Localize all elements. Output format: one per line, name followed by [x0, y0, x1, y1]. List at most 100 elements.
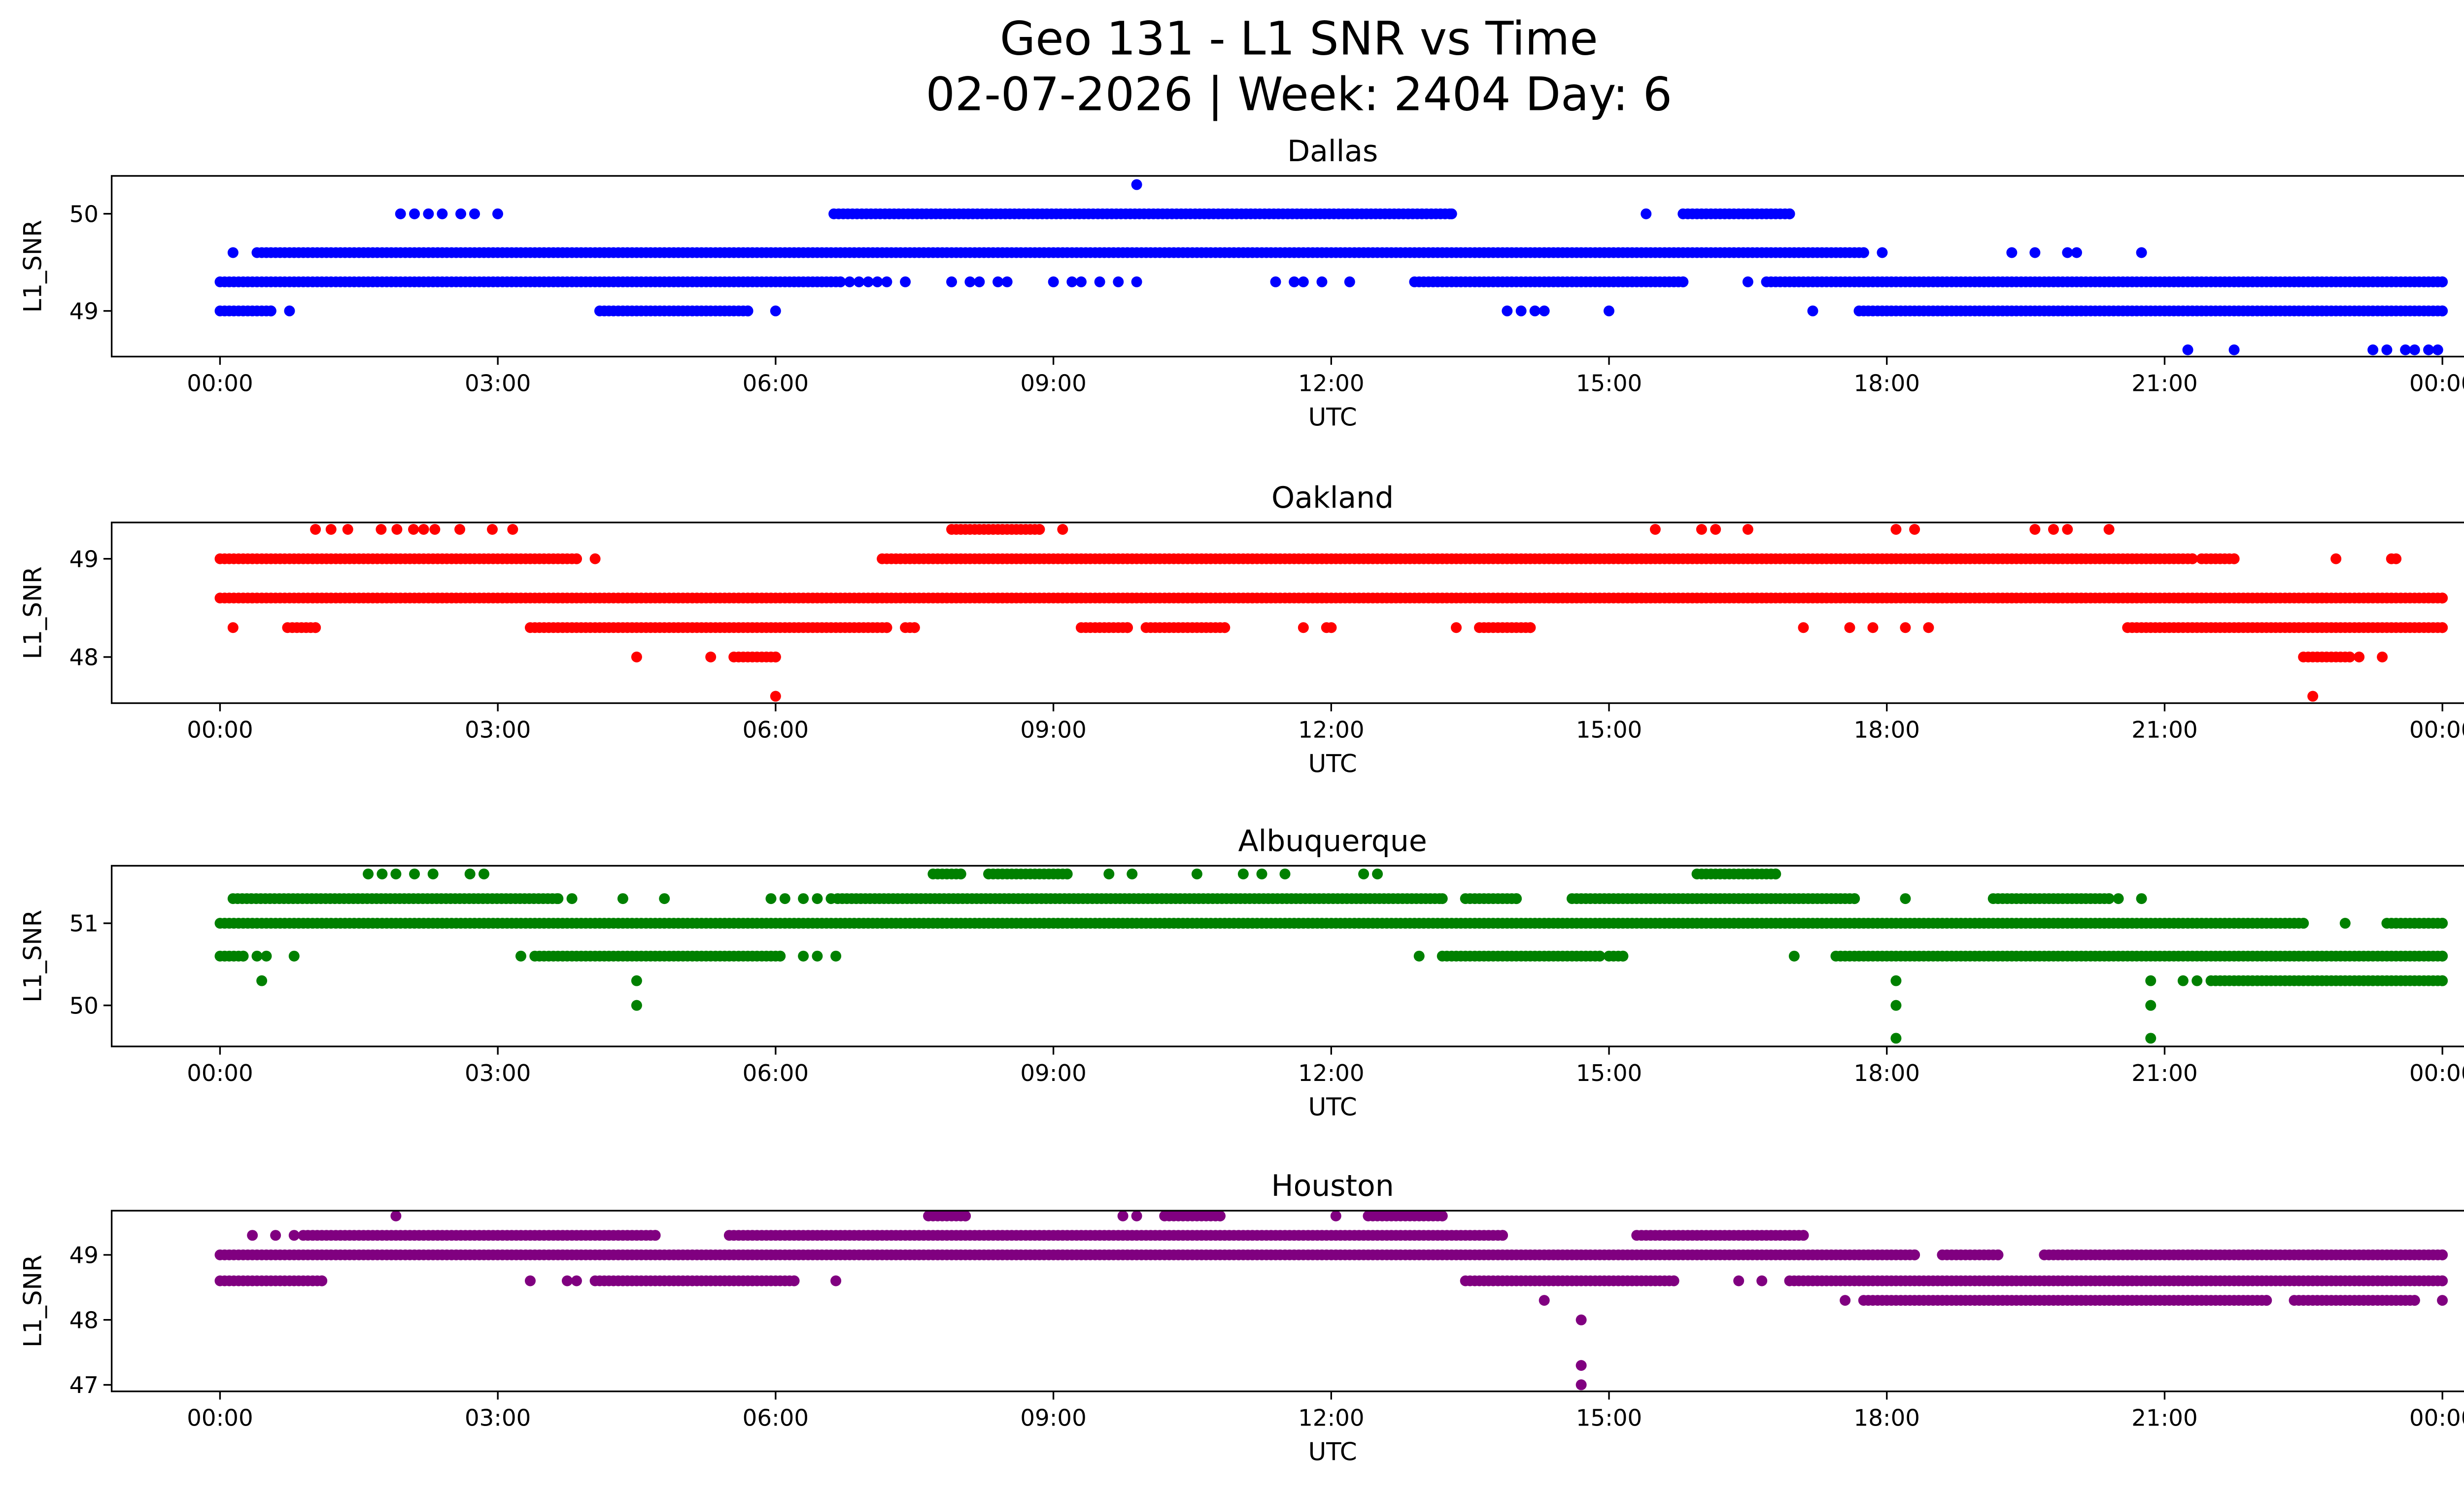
data-point	[650, 1230, 661, 1241]
data-point	[2228, 344, 2240, 355]
data-point	[960, 1210, 971, 1221]
data-point	[1742, 523, 1753, 535]
x-tick-label: 03:00	[465, 1405, 531, 1432]
data-point	[2437, 1275, 2448, 1286]
data-point	[1214, 1210, 1226, 1221]
data-point	[617, 893, 628, 904]
x-tick-label: 21:00	[2131, 1060, 2197, 1087]
data-point	[2191, 975, 2203, 986]
data-point	[1103, 869, 1115, 880]
data-point	[830, 950, 842, 962]
data-point	[881, 276, 892, 287]
data-points	[214, 1210, 2448, 1391]
data-point	[900, 276, 911, 287]
data-point	[2409, 1295, 2420, 1306]
data-point	[2437, 950, 2448, 962]
data-point	[1372, 869, 1383, 880]
data-point	[1113, 276, 1124, 287]
data-point	[765, 893, 777, 904]
x-tick-label: 15:00	[1576, 717, 1642, 744]
data-point	[1525, 622, 1536, 633]
data-point	[1909, 523, 1920, 535]
data-point	[1131, 1210, 1142, 1221]
data-point	[1034, 523, 1045, 535]
data-point	[310, 622, 321, 633]
data-point	[1649, 523, 1661, 535]
data-point	[788, 1275, 800, 1286]
data-point	[1117, 1210, 1129, 1221]
x-tick-label: 00:00	[187, 717, 253, 744]
x-tick-label: 00:00	[2409, 370, 2464, 397]
data-point	[363, 869, 374, 880]
data-point	[395, 208, 406, 219]
data-point	[227, 247, 239, 258]
data-point	[2136, 893, 2147, 904]
subplot-title: Albuquerque	[1238, 824, 1427, 858]
data-point	[487, 523, 498, 535]
data-point	[1742, 276, 1753, 287]
data-point	[812, 950, 823, 962]
x-tick-label: 15:00	[1576, 1405, 1642, 1432]
x-axis-label: UTC	[1308, 1093, 1357, 1121]
data-points	[214, 179, 2448, 355]
data-point	[507, 523, 518, 535]
data-point	[1298, 276, 1309, 287]
data-point	[571, 553, 582, 564]
data-point	[251, 950, 263, 962]
data-point	[1122, 622, 1133, 633]
data-point	[1844, 622, 1855, 633]
data-point	[247, 1230, 258, 1241]
data-point	[2381, 344, 2393, 355]
data-point	[2423, 344, 2434, 355]
x-tick-label: 00:00	[2409, 1405, 2464, 1432]
x-tick-label: 21:00	[2131, 1405, 2197, 1432]
data-point	[2113, 893, 2124, 904]
data-point	[1890, 1000, 1902, 1011]
data-point	[2103, 523, 2115, 535]
data-point	[2029, 523, 2041, 535]
data-point	[2437, 1249, 2448, 1260]
data-point	[1575, 1360, 1587, 1371]
x-tick-label: 12:00	[1298, 1060, 1364, 1087]
data-point	[1131, 276, 1142, 287]
data-point	[2029, 247, 2041, 258]
data-point	[2437, 305, 2448, 316]
data-point	[479, 869, 490, 880]
y-tick-label: 48	[69, 1307, 99, 1334]
data-point	[1668, 1275, 1679, 1286]
y-axis-label: L1_SNR	[18, 566, 47, 659]
data-point	[1298, 622, 1309, 633]
data-point	[2339, 918, 2351, 929]
data-point	[1900, 622, 1911, 633]
data-point	[2367, 344, 2379, 355]
data-point	[2177, 975, 2189, 986]
data-point	[1733, 1275, 1745, 1286]
data-point	[2228, 553, 2240, 564]
data-point	[909, 622, 920, 633]
y-tick-label: 49	[69, 546, 99, 573]
data-point	[469, 208, 480, 219]
data-point	[631, 651, 642, 662]
data-point	[2437, 918, 2448, 929]
data-point	[1840, 1295, 1851, 1306]
data-point	[862, 276, 874, 287]
data-point	[342, 523, 353, 535]
data-point	[631, 1000, 642, 1011]
data-point	[631, 975, 642, 986]
data-point	[288, 950, 300, 962]
data-point	[2437, 975, 2448, 986]
data-point	[964, 276, 976, 287]
data-point	[256, 975, 268, 986]
data-point	[2145, 1000, 2156, 1011]
data-point	[1191, 869, 1202, 880]
data-point	[770, 305, 781, 316]
subplot-title: Dallas	[1287, 134, 1378, 169]
y-tick-label: 47	[69, 1372, 99, 1399]
data-point	[1877, 247, 1888, 258]
data-point	[742, 305, 753, 316]
data-point	[1849, 893, 1860, 904]
data-point	[270, 1230, 281, 1241]
